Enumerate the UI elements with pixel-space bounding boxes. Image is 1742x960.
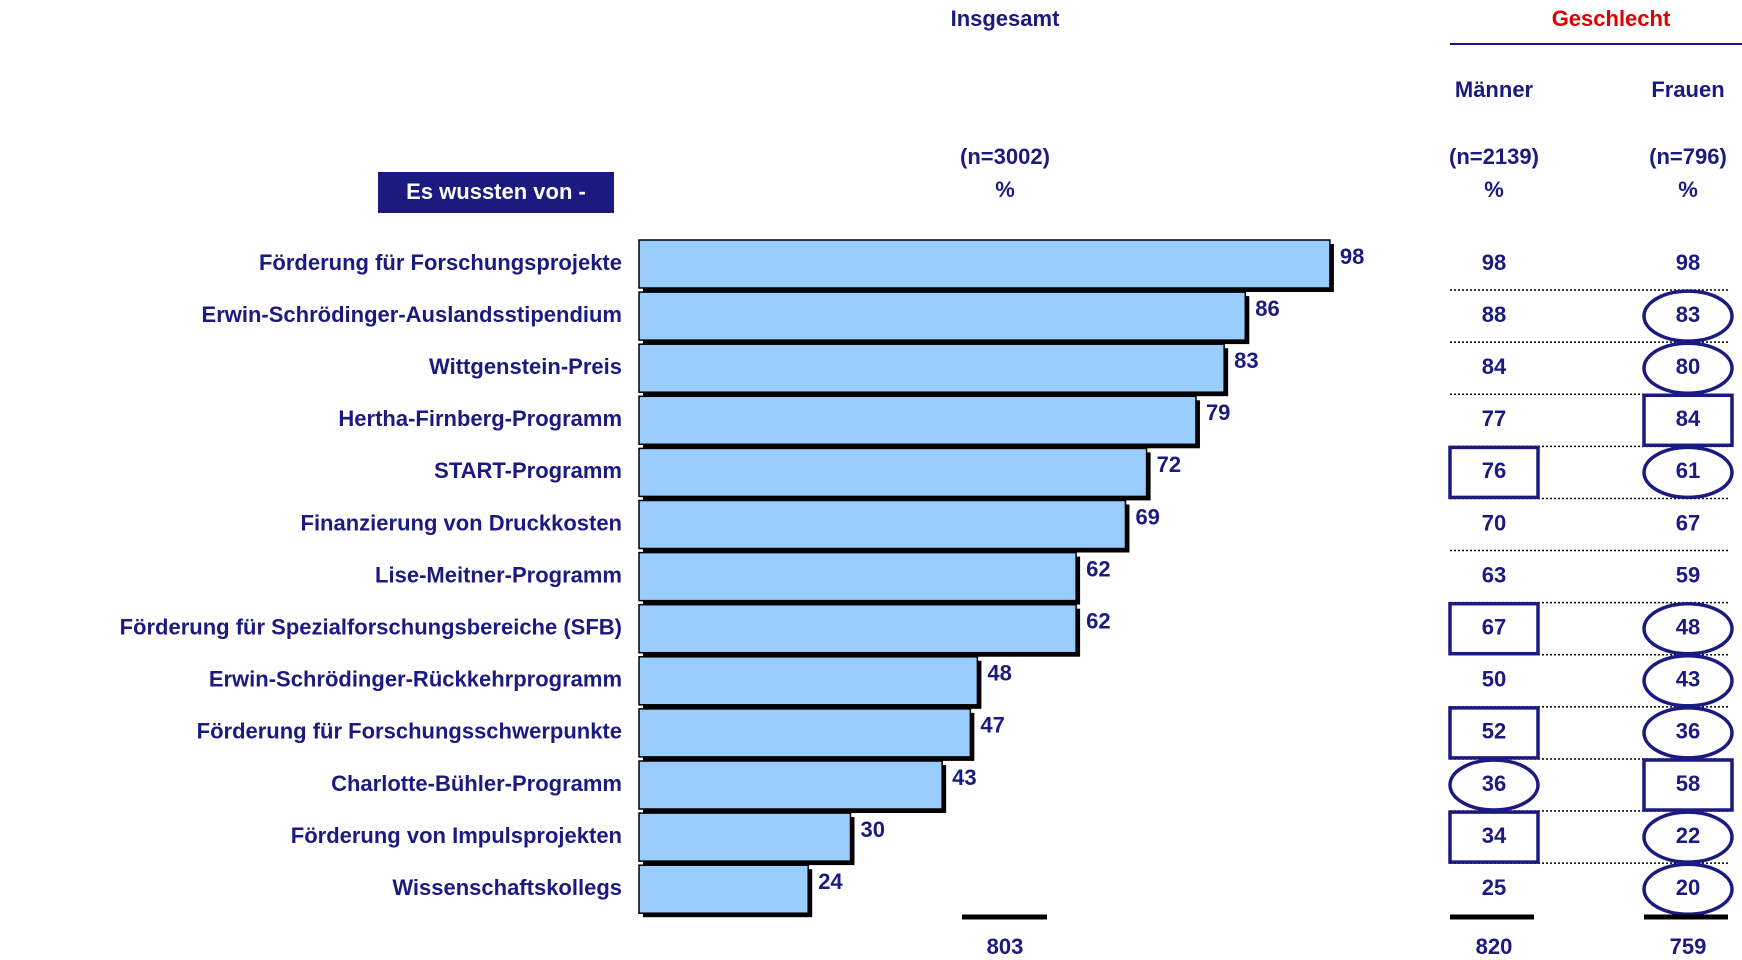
bar (638, 239, 1331, 289)
value-label: 24 (818, 869, 843, 894)
marker-circle (1642, 445, 1734, 500)
marker-circle (1448, 758, 1540, 812)
column-title: Männer (1455, 77, 1534, 102)
cell-value: 67 (1676, 510, 1700, 535)
row-header-box (378, 172, 614, 213)
category-label: Förderung für Forschungsschwerpunkte (197, 719, 622, 744)
cell-value: 50 (1482, 667, 1506, 692)
sum-value: 803 (987, 934, 1024, 959)
row-header: Es wussten von - (406, 179, 586, 204)
marker-circle (1642, 289, 1734, 343)
cell-value: 80 (1676, 354, 1700, 379)
group-title: Geschlecht (1552, 6, 1671, 31)
cell-value: 48 (1676, 615, 1700, 640)
category-label: START-Programm (434, 458, 622, 483)
sample-size: (n=3002) (960, 144, 1050, 169)
category-label: Wittgenstein-Preis (429, 354, 622, 379)
bar (638, 551, 1077, 602)
value-label: 79 (1206, 400, 1230, 425)
cell-value: 36 (1676, 719, 1700, 744)
cell-value: 83 (1676, 302, 1700, 327)
marker-box (1448, 445, 1540, 500)
value-label: 83 (1234, 348, 1258, 373)
value-label: 69 (1135, 504, 1159, 529)
cell-value: 20 (1676, 875, 1700, 900)
marker-box (1448, 706, 1540, 760)
marker-circle (1642, 654, 1734, 708)
category-label: Wissenschaftskollegs (392, 875, 622, 900)
marker-circle (1642, 601, 1734, 656)
value-label: 30 (861, 817, 885, 842)
value-label: 43 (952, 765, 976, 790)
cell-value: 61 (1676, 458, 1700, 483)
bar (638, 343, 1225, 393)
bar (638, 447, 1148, 498)
cell-value: 98 (1676, 250, 1700, 275)
category-label: Erwin-Schrödinger-Auslandsstipendium (202, 302, 622, 327)
unit: % (1678, 177, 1698, 202)
cell-value: 59 (1676, 562, 1700, 587)
category-label: Hertha-Firnberg-Programm (338, 406, 622, 431)
cell-value: 43 (1676, 667, 1700, 692)
cell-value: 36 (1482, 771, 1506, 796)
cell-value: 63 (1482, 562, 1506, 587)
cell-value: 77 (1482, 406, 1506, 431)
cell-value: 52 (1482, 719, 1506, 744)
cell-value: 34 (1482, 823, 1507, 848)
category-label: Förderung von Impulsprojekten (291, 823, 622, 848)
marker-box (1448, 601, 1540, 656)
bar (638, 499, 1127, 550)
marker-box (1642, 758, 1734, 812)
cell-value: 22 (1676, 823, 1700, 848)
chart-title: Insgesamt (951, 6, 1060, 31)
marker-circle (1642, 862, 1734, 916)
marker-box (1642, 393, 1734, 448)
value-label: 62 (1086, 556, 1110, 581)
column-title: Frauen (1651, 77, 1724, 102)
bar (638, 395, 1197, 446)
marker-circle (1642, 810, 1734, 864)
category-label: Lise-Meitner-Programm (375, 562, 622, 587)
marker-box (1448, 810, 1540, 864)
marker-circle (1642, 341, 1734, 395)
value-label: 72 (1157, 452, 1181, 477)
category-label: Finanzierung von Druckkosten (301, 510, 623, 535)
unit: % (1484, 177, 1504, 202)
cell-value: 88 (1482, 302, 1506, 327)
cell-value: 98 (1482, 250, 1506, 275)
marker-circle (1642, 706, 1734, 760)
bar (638, 760, 943, 810)
category-label: Erwin-Schrödinger-Rückkehrprogramm (209, 667, 622, 692)
unit: % (995, 177, 1015, 202)
cell-value: 67 (1482, 615, 1506, 640)
category-label: Charlotte-Bühler-Programm (331, 771, 622, 796)
sum-value: 820 (1476, 934, 1513, 959)
cell-value: 84 (1482, 354, 1507, 379)
cell-value: 84 (1676, 406, 1701, 431)
bar (638, 603, 1077, 654)
sum-value: 759 (1670, 934, 1707, 959)
bar (638, 812, 852, 862)
category-label: Förderung für Spezialforschungsbereiche … (120, 615, 622, 640)
cell-value: 70 (1482, 510, 1506, 535)
cell-value: 58 (1676, 771, 1700, 796)
bar (638, 291, 1247, 341)
bar (638, 708, 972, 758)
bar (638, 656, 979, 706)
bar (638, 864, 809, 914)
value-label: 62 (1086, 609, 1110, 634)
value-label: 98 (1340, 244, 1364, 269)
value-label: 48 (987, 661, 1011, 686)
cell-value: 25 (1482, 875, 1506, 900)
cell-value: 76 (1482, 458, 1506, 483)
sample-size: (n=796) (1649, 144, 1727, 169)
value-label: 86 (1255, 296, 1279, 321)
value-label: 47 (980, 713, 1004, 738)
category-label: Förderung für Forschungsprojekte (259, 250, 622, 275)
sample-size: (n=2139) (1449, 144, 1539, 169)
